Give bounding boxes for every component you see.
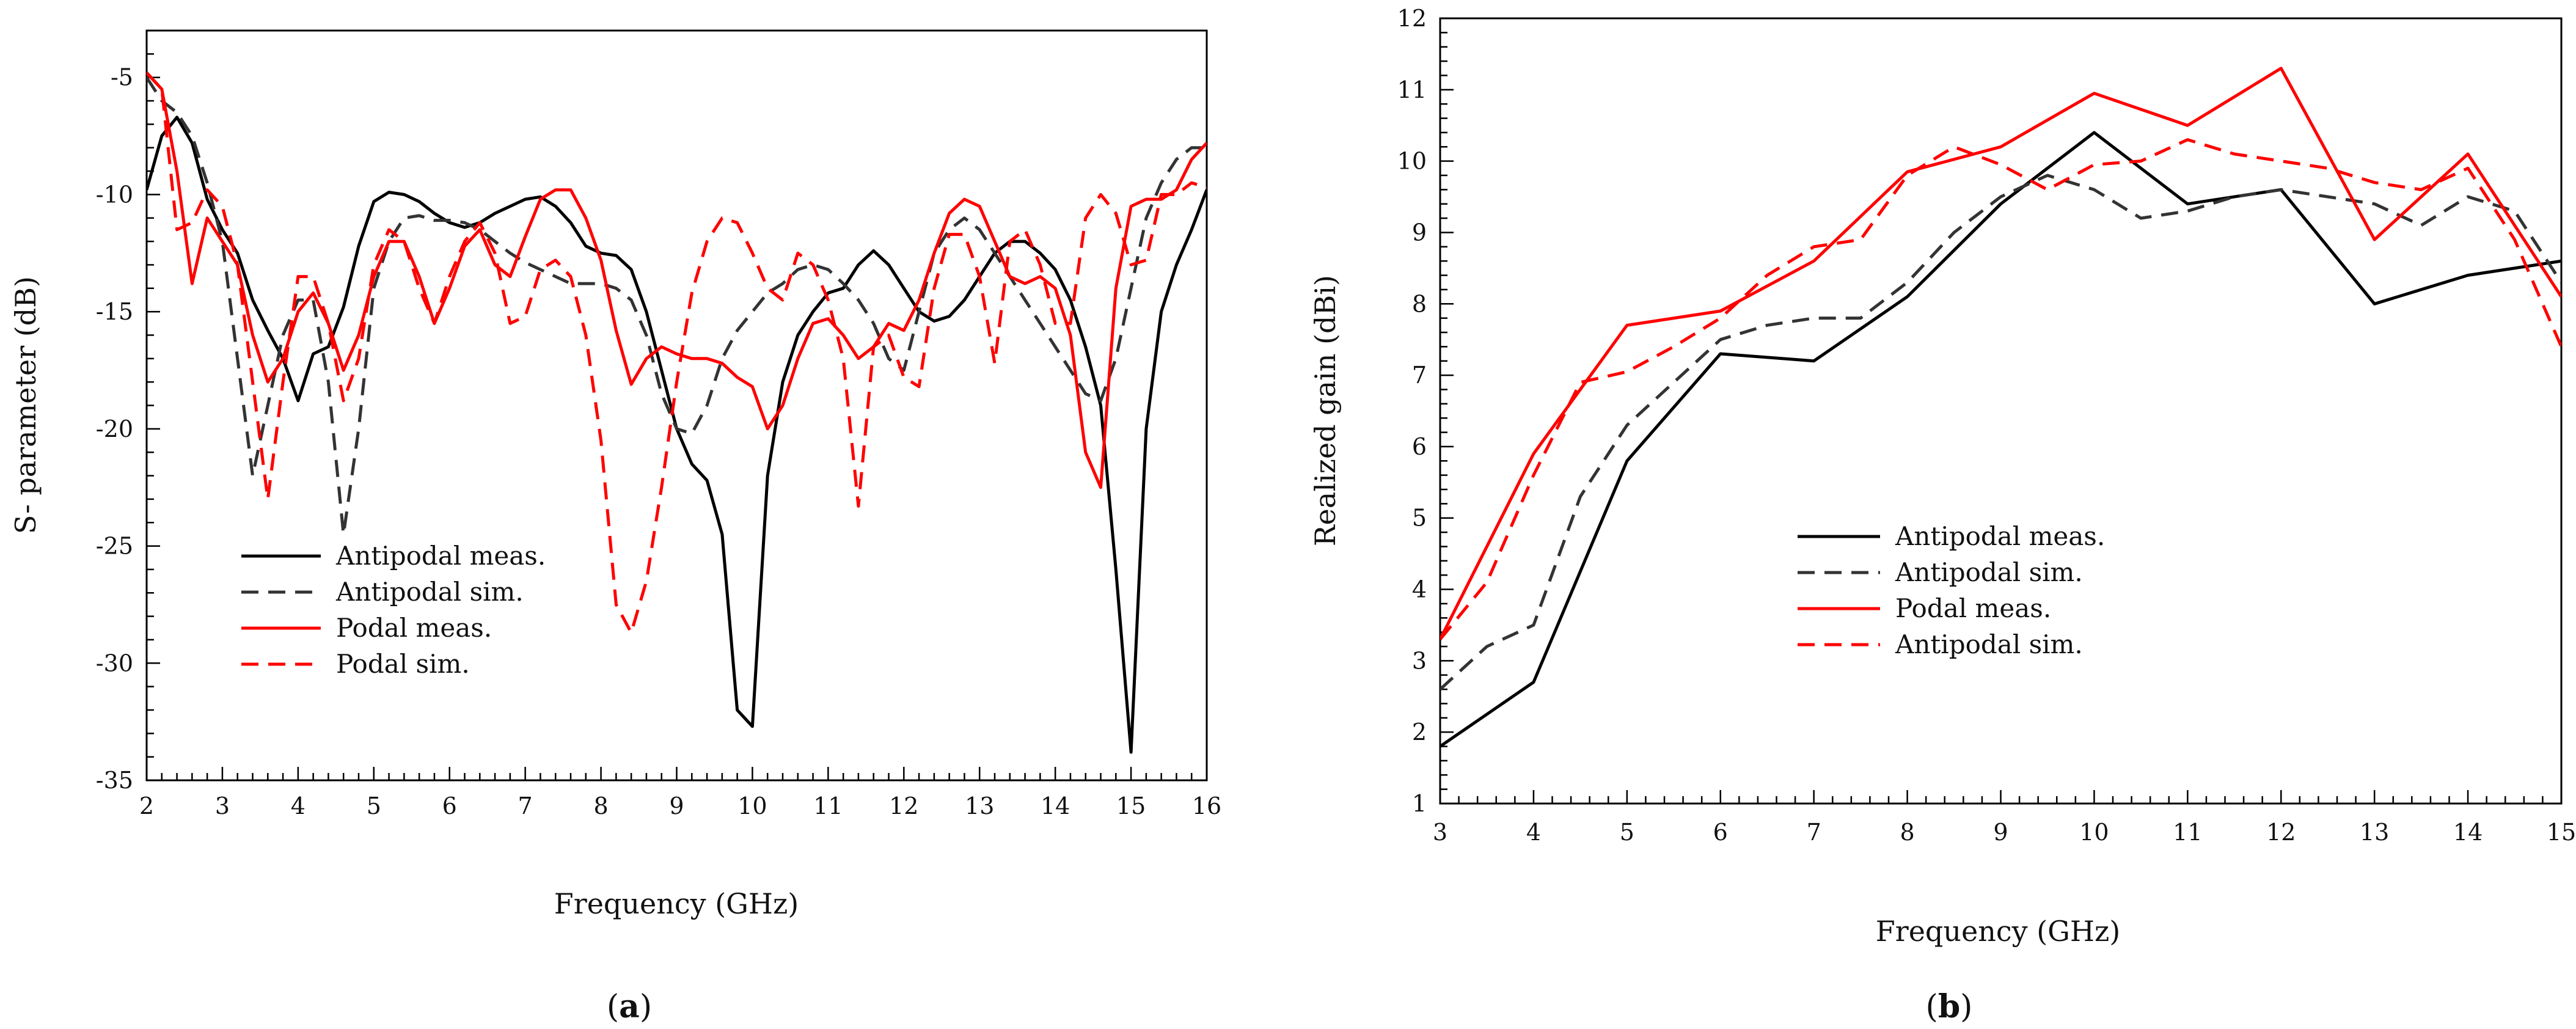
chart-panel-a: 2 3 4 5 6 7 8 9 10 11 12 13 14 15 16 -35 -30 -25 -20 -15 -10… [9,29,1221,1025]
plot-frame-b [1439,17,2563,805]
series-line-3 [147,71,1207,489]
y-tick-label: 6 [1412,433,1427,460]
legend-label-1: Antipodal meas. [1895,521,2105,551]
y-tick-label: 8 [1412,290,1427,317]
y-tick-label: 11 [1397,76,1427,103]
y-tick-label: -35 [96,767,133,794]
x-tick-label: 10 [2079,819,2109,846]
x-tick-label: 7 [1807,819,1821,846]
legend-label-2: Antipodal sim. [1895,557,2083,587]
series-lines-a [147,71,1207,754]
series-line-2 [1440,174,2561,690]
series-line-4 [147,71,1207,634]
y-tick-label: -10 [96,181,133,208]
x-tick-label: 2 [139,793,154,819]
x-tick-label: 9 [1993,819,2008,846]
series-lines-b [1440,67,2561,748]
x-tick-label: 6 [442,793,457,819]
x-tick-label: 15 [2547,819,2576,846]
x-tick-label: 7 [518,793,533,819]
x-tick-label: 15 [1116,793,1146,819]
x-tick-label: 4 [1526,819,1541,846]
x-tick-label: 12 [2266,819,2296,846]
x-axis-label-a: Frequency (GHz) [554,887,799,920]
plot-frame-a [145,29,1208,782]
y-axis-label-a: S- parameter (dB) [9,276,42,534]
x-tick-label: 3 [215,793,230,819]
x-tick-label: 13 [2360,819,2389,846]
minor-ticks-b [1439,17,2563,805]
legend-label-3: Podal meas. [336,613,492,643]
y-tick-label: 9 [1412,219,1427,246]
series-line-1 [1440,131,2561,748]
caption-letter-a: a [619,988,640,1025]
y-tick-label: 10 [1397,148,1427,175]
minor-ticks-a [145,29,1208,782]
y-tick-label: -15 [96,298,133,325]
x-tick-label: 4 [291,793,306,819]
series-line-3 [1440,67,2561,640]
y-tick-label: 7 [1412,362,1427,389]
legend-b: Antipodal meas. Antipodal sim. Podal meas.… [1798,521,2105,659]
y-tick-label: 1 [1412,790,1427,817]
legend-label-3: Podal meas. [1895,593,2051,623]
y-tick-label: -25 [96,533,133,560]
x-tick-label: 14 [1041,793,1070,819]
y-tick-label: 4 [1412,576,1427,603]
x-tick-label: 11 [813,793,843,819]
caption-b: (b) [1926,988,1973,1025]
x-tick-label: 14 [2453,819,2483,846]
legend-a: Antipodal meas. Antipodal sim. Podal meas.… [241,541,546,679]
y-tick-label: -5 [111,64,133,91]
y-tick-label: 2 [1412,719,1427,745]
x-tick-label: 5 [1620,819,1634,846]
x-tick-label: 11 [2173,819,2202,846]
x-tick-label: 16 [1192,793,1221,819]
series-line-1 [147,115,1207,754]
x-tick-label: 12 [889,793,918,819]
y-tick-label: 12 [1397,5,1427,32]
x-tick-label: 10 [737,793,767,819]
y-tick-label: 5 [1412,505,1427,532]
tick-labels-a: 2 3 4 5 6 7 8 9 10 11 12 13 14 15 16 -35 -30 -25 -20 -15 -10… [96,64,1221,819]
y-tick-label: -30 [96,650,133,676]
x-tick-label: 8 [593,793,608,819]
caption-letter-b: b [1938,988,1960,1025]
x-tick-label: 6 [1713,819,1728,846]
series-line-2 [147,76,1207,536]
x-tick-label: 13 [965,793,994,819]
y-tick-label: -20 [96,416,133,442]
legend-label-4: Antipodal sim. [1895,629,2083,659]
x-tick-label: 3 [1433,819,1447,846]
x-tick-label: 8 [1900,819,1914,846]
x-tick-label: 9 [669,793,684,819]
y-tick-label: 3 [1412,647,1427,674]
caption-a: (a) [607,988,652,1025]
legend-label-2: Antipodal sim. [335,577,524,607]
legend-label-4: Podal sim. [336,649,470,679]
series-line-4 [1440,138,2561,640]
y-axis-label-b: Realized gain (dBi) [1309,275,1342,546]
legend-label-1: Antipodal meas. [335,541,546,571]
x-axis-label-b: Frequency (GHz) [1876,915,2120,948]
x-tick-label: 5 [367,793,381,819]
